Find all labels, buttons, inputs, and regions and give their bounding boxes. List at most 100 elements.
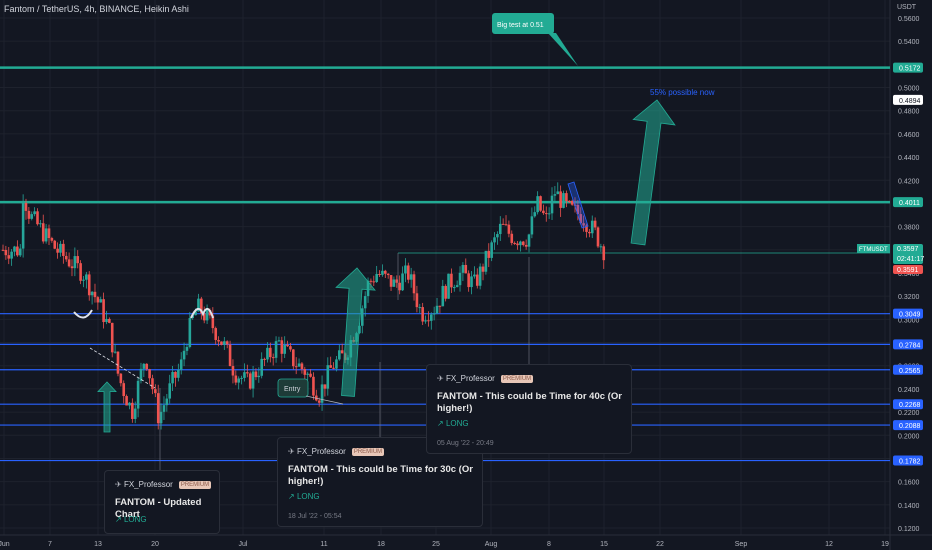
candle-body: [427, 320, 430, 322]
candle-body: [162, 405, 166, 412]
candle-body: [504, 224, 508, 226]
level-tag-label: 0.2784: [899, 342, 921, 349]
candle-body: [64, 255, 68, 260]
prev-price-tag: [893, 265, 923, 274]
candle-body: [231, 366, 235, 376]
candle-body: [179, 359, 183, 370]
candle-body: [7, 255, 11, 259]
candle-body: [473, 274, 476, 277]
x-tick-label: 20: [151, 541, 159, 548]
candle-body: [269, 347, 272, 358]
rocket-icon: ✈: [288, 447, 295, 456]
candle-body: [444, 285, 447, 299]
candle-body: [484, 250, 488, 272]
bottom-curve-mark: [73, 309, 93, 319]
candle-body: [332, 367, 335, 369]
post-long-label: ↗ LONG: [437, 419, 469, 428]
x-tick-label: Sep: [735, 541, 748, 548]
post-long-label: ↗ LONG: [115, 515, 147, 524]
y-tick-label: 0.1200: [898, 526, 920, 533]
candle-body: [110, 322, 114, 353]
x-tick-label: Jul: [239, 541, 248, 548]
candle-body: [378, 273, 381, 275]
big-test-callout: [492, 13, 554, 34]
candle-body: [76, 256, 80, 264]
y-tick-label: 0.2000: [898, 433, 920, 440]
candle-body: [33, 211, 36, 215]
candle-body: [36, 211, 39, 225]
candle-body: [171, 371, 174, 384]
x-tick-label: 19: [881, 541, 889, 548]
candle-body: [501, 223, 505, 225]
candle-body: [550, 195, 554, 214]
post-author: FX_Professor: [445, 374, 495, 383]
candle-body: [139, 368, 143, 381]
pro-badge: PREMIUM: [351, 447, 385, 456]
symbol-tag-label: FTMUSDT: [859, 247, 888, 253]
post-title: FANTOM - This could be Time for 30c (Or …: [288, 464, 473, 487]
candle-body: [363, 296, 367, 309]
candle-body: [16, 246, 19, 256]
pro-badge: PREMIUM: [178, 480, 212, 489]
level-tag-label: 0.4894: [899, 98, 921, 105]
candle-body: [542, 210, 545, 214]
candle-body: [536, 196, 539, 213]
candle-body: [200, 298, 203, 314]
candle-body: [73, 256, 77, 269]
post-card-3[interactable]: ✈ FX_Professor PREMIUM FANTOM - This coul…: [426, 364, 632, 454]
candle-body: [13, 246, 16, 252]
y-tick-label: 0.4800: [898, 109, 920, 116]
candle-body: [87, 274, 91, 296]
candle-body: [174, 371, 177, 378]
entry-label: Entry: [284, 386, 301, 393]
candle-body: [510, 233, 514, 243]
candle-body: [53, 240, 57, 249]
candle-body: [369, 280, 373, 282]
x-tick-label: Aug: [485, 541, 498, 548]
candle-body: [602, 246, 606, 261]
candle-body: [386, 273, 390, 276]
candle-body: [202, 313, 206, 321]
candle-body: [62, 243, 65, 256]
candle-body: [478, 266, 482, 286]
candle-body: [599, 246, 603, 248]
post-card-1[interactable]: ✈ FX_Professor PREMIUM FANTOM - Updated C…: [104, 470, 220, 534]
post-date: 18 Jul '22 - 05:54: [288, 513, 342, 520]
x-tick-label: 18: [377, 541, 385, 548]
candle-body: [412, 274, 416, 294]
level-tag-label: 0.4011: [899, 200, 920, 207]
level-tag-label: 0.2565: [899, 368, 921, 375]
level-tag: [893, 364, 923, 375]
candle-body: [70, 266, 74, 269]
candle-body: [317, 400, 321, 403]
candle-body: [516, 243, 519, 246]
x-tick-label: 11: [320, 541, 327, 548]
candle-body: [82, 279, 85, 281]
candle-body: [398, 282, 401, 291]
candle-body: [251, 371, 255, 389]
candle-body: [372, 281, 376, 283]
candle-body: [335, 359, 338, 369]
candle-body: [220, 341, 223, 345]
candle-body: [99, 299, 103, 303]
candle-body: [562, 193, 565, 208]
candle-body: [116, 351, 120, 374]
post-date: 05 Aug '22 - 20:49: [437, 440, 494, 447]
candle-body: [4, 250, 8, 256]
candle-body: [182, 350, 186, 360]
candle-body: [312, 376, 315, 396]
x-tick-label: 22: [656, 541, 664, 548]
candle-body: [185, 346, 189, 351]
candle-body: [320, 384, 324, 403]
candle-body: [10, 251, 13, 259]
candle-body: [205, 310, 209, 321]
candle-body: [309, 373, 312, 377]
candle-body: [300, 363, 304, 370]
candle-body: [467, 273, 470, 288]
long-arrow-july: [335, 267, 376, 397]
candle-body: [50, 238, 54, 241]
level-tag: [893, 420, 923, 431]
x-tick-label: 25: [432, 541, 440, 548]
candle-body: [105, 318, 108, 323]
candle-body: [18, 248, 22, 256]
